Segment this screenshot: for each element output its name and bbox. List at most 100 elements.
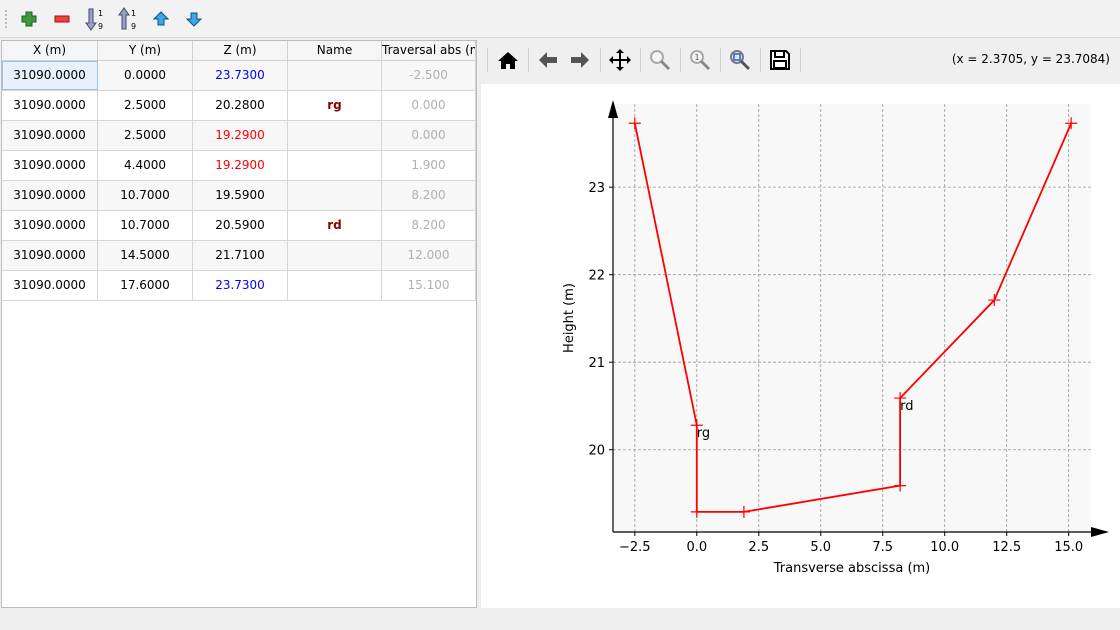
x-tick-label: 15.0 <box>1054 540 1083 555</box>
save-button[interactable] <box>765 46 795 74</box>
cell-traversal[interactable]: 8.200 <box>382 181 476 210</box>
cell-z[interactable]: 19.5900 <box>193 181 288 210</box>
data-point-marker <box>894 392 907 405</box>
column-header-x[interactable]: X (m) <box>2 41 98 60</box>
zoom-fit-icon <box>730 50 751 71</box>
y-axis-arrow <box>608 100 618 118</box>
table-row[interactable]: 31090.0000 10.7000 20.5900 rd 8.200 <box>2 211 476 241</box>
cell-name[interactable] <box>288 61 382 90</box>
cell-name[interactable]: rd <box>288 211 382 240</box>
cell-name[interactable] <box>288 151 382 180</box>
add-row-button[interactable] <box>16 6 42 32</box>
profile-line <box>633 122 1072 513</box>
cell-z[interactable]: 20.2800 <box>193 91 288 120</box>
cell-name[interactable] <box>288 241 382 270</box>
pan-button[interactable] <box>605 46 635 74</box>
plot-toolbar: 1 (x = 2.3705, y = 23.7084) <box>481 38 1120 84</box>
cell-z[interactable]: 21.7100 <box>193 241 288 270</box>
cell-y[interactable]: 10.7000 <box>98 211 193 240</box>
forward-icon <box>571 52 589 68</box>
table-row[interactable]: 31090.0000 17.6000 23.7300 15.100 <box>2 271 476 301</box>
cell-z[interactable]: 19.2900 <box>193 121 288 150</box>
pan-icon <box>609 49 631 71</box>
svg-text:1: 1 <box>131 9 136 18</box>
cell-name[interactable] <box>288 271 382 300</box>
data-point-marker <box>690 419 703 432</box>
cell-x[interactable]: 31090.0000 <box>2 181 98 210</box>
cell-y[interactable]: 2.5000 <box>98 91 193 120</box>
table-row[interactable]: 31090.0000 2.5000 20.2800 rg 0.000 <box>2 91 476 121</box>
table-row[interactable]: 31090.0000 14.5000 21.7100 12.000 <box>2 241 476 271</box>
move-up-button[interactable] <box>148 6 174 32</box>
cell-traversal[interactable]: 0.000 <box>382 121 476 150</box>
cell-x[interactable]: 31090.0000 <box>2 121 98 150</box>
data-point-marker <box>690 505 703 518</box>
back-icon <box>539 52 557 68</box>
cell-name[interactable] <box>288 181 382 210</box>
cell-traversal[interactable]: 8.200 <box>382 211 476 240</box>
cell-x[interactable]: 31090.0000 <box>2 211 98 240</box>
cell-traversal[interactable]: 15.100 <box>382 271 476 300</box>
cell-z[interactable]: 20.5900 <box>193 211 288 240</box>
status-bar <box>0 608 1120 630</box>
remove-row-button[interactable] <box>49 6 75 32</box>
cell-y[interactable]: 14.5000 <box>98 241 193 270</box>
column-header-z[interactable]: Z (m) <box>193 41 288 60</box>
column-header-y[interactable]: Y (m) <box>98 41 193 60</box>
arrow-up-icon <box>153 11 169 26</box>
cell-name[interactable] <box>288 121 382 150</box>
x-axis-arrow <box>1091 527 1109 537</box>
cell-x[interactable]: 31090.0000 <box>2 61 98 90</box>
sort-ascending-icon: 19 <box>85 8 103 31</box>
home-button[interactable] <box>493 46 523 74</box>
y-tick-label: 23 <box>588 181 605 196</box>
cell-x[interactable]: 31090.0000 <box>2 241 98 270</box>
y-axis-label: Height (m) <box>562 283 577 353</box>
cell-y[interactable]: 0.0000 <box>98 61 193 90</box>
plot-canvas[interactable]: −2.5 0.0 2.5 5.0 7.5 10.0 12.5 15.0 20 21 22 23 rg rd… <box>481 84 1120 608</box>
zoom-fit-button[interactable] <box>725 46 755 74</box>
plus-icon <box>21 11 37 27</box>
cell-z[interactable]: 23.7300 <box>193 61 288 90</box>
table-row[interactable]: 31090.0000 4.4000 19.2900 1.900 <box>2 151 476 181</box>
points-table[interactable]: X (m) Y (m) Z (m) Name Traversal abs (m … <box>1 40 477 608</box>
cell-y[interactable]: 17.6000 <box>98 271 193 300</box>
move-down-button[interactable] <box>181 6 207 32</box>
cell-y[interactable]: 2.5000 <box>98 121 193 150</box>
cell-traversal[interactable]: 12.000 <box>382 241 476 270</box>
cell-x[interactable]: 31090.0000 <box>2 151 98 180</box>
zoom-1-icon: 1 <box>690 50 711 71</box>
table-row[interactable]: 31090.0000 0.0000 23.7300 -2.500 <box>2 61 476 91</box>
plot-area <box>613 104 1091 532</box>
column-header-name[interactable]: Name <box>288 41 382 60</box>
x-tick-label: 5.0 <box>810 540 831 555</box>
cell-traversal[interactable]: -2.500 <box>382 61 476 90</box>
table-row[interactable]: 31090.0000 2.5000 19.2900 0.000 <box>2 121 476 151</box>
profile-chart: −2.5 0.0 2.5 5.0 7.5 10.0 12.5 15.0 20 21 22 23 rg rd… <box>562 100 1109 576</box>
cell-z[interactable]: 19.2900 <box>193 151 288 180</box>
sort-descending-icon: 19 <box>118 7 136 31</box>
save-icon <box>770 50 790 70</box>
cell-traversal[interactable]: 0.000 <box>382 91 476 120</box>
forward-button[interactable] <box>565 46 595 74</box>
x-tick-label: 2.5 <box>748 540 769 555</box>
zoom-button[interactable] <box>645 46 675 74</box>
cell-x[interactable]: 31090.0000 <box>2 91 98 120</box>
column-header-traversal[interactable]: Traversal abs (m <box>382 41 476 60</box>
cell-y[interactable]: 10.7000 <box>98 181 193 210</box>
cell-z[interactable]: 23.7300 <box>193 271 288 300</box>
cell-x[interactable]: 31090.0000 <box>2 271 98 300</box>
toolbar-grip[interactable] <box>5 10 8 28</box>
zoom-1-button[interactable]: 1 <box>685 46 715 74</box>
table-header: X (m) Y (m) Z (m) Name Traversal abs (m <box>2 41 476 61</box>
table-row[interactable]: 31090.0000 10.7000 19.5900 8.200 <box>2 181 476 211</box>
cell-y[interactable]: 4.4000 <box>98 151 193 180</box>
cell-name[interactable]: rg <box>288 91 382 120</box>
back-button[interactable] <box>533 46 563 74</box>
cell-traversal[interactable]: 1.900 <box>382 151 476 180</box>
y-tick-label: 20 <box>588 444 605 459</box>
x-tick-label: 10.0 <box>930 540 959 555</box>
x-tick-label: 12.5 <box>992 540 1021 555</box>
